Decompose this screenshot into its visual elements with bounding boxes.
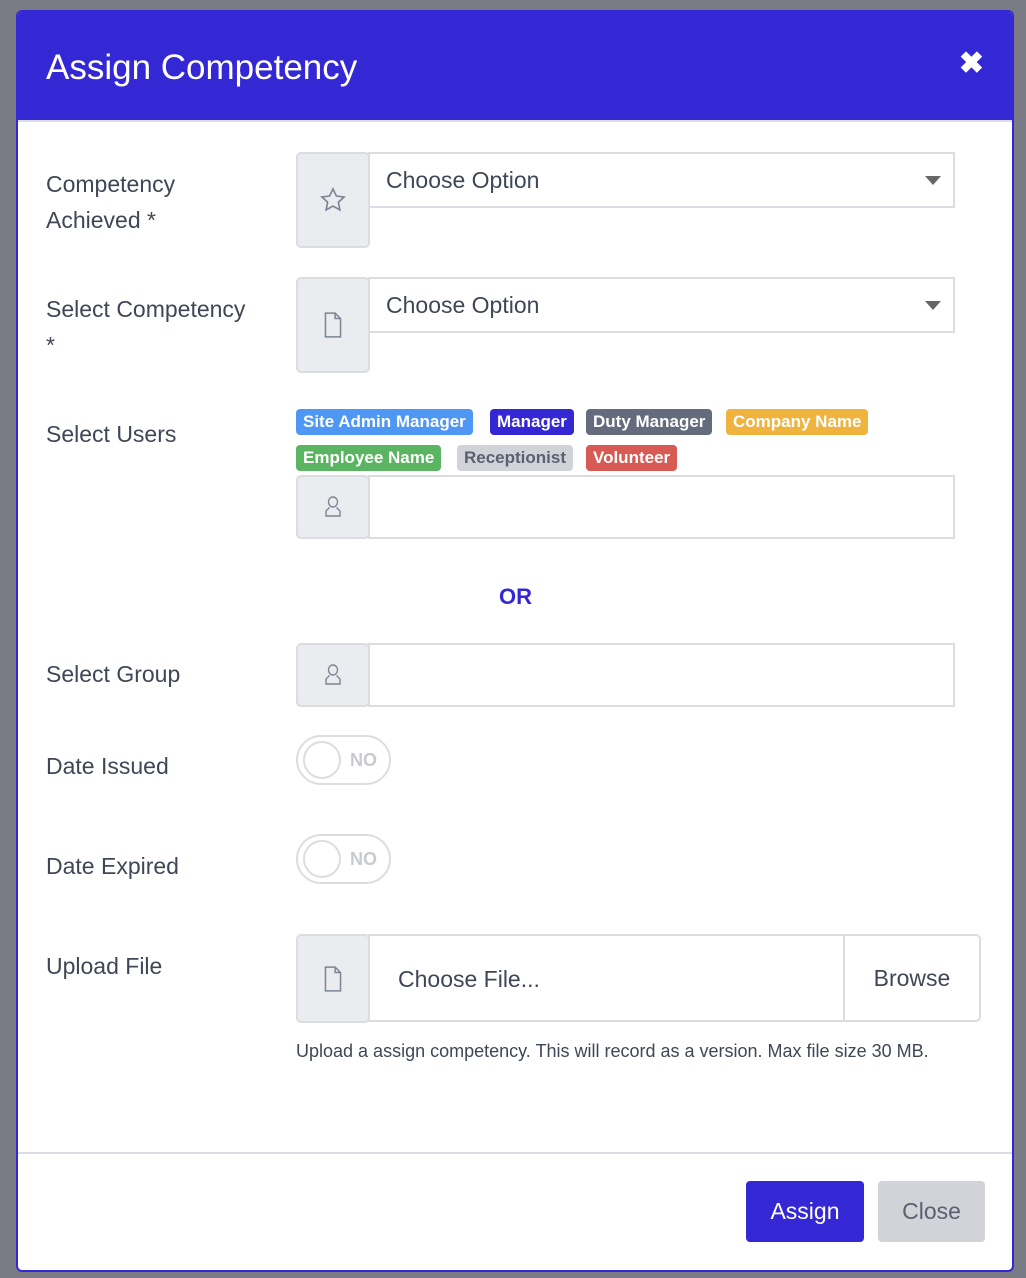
file-input[interactable]: Choose File... Browse <box>368 934 981 1022</box>
select-group-label: Select Group <box>46 661 181 687</box>
user-badge[interactable]: Manager <box>490 409 574 435</box>
toggle-state: NO <box>350 750 377 770</box>
browse-button[interactable]: Browse <box>843 936 979 1020</box>
file-placeholder: Choose File... <box>398 966 540 992</box>
competency-achieved-select[interactable]: Choose Option <box>368 152 955 208</box>
modal-title: Assign Competency <box>46 48 358 87</box>
toggle-knob <box>303 840 341 878</box>
date-expired-toggle[interactable]: NO <box>296 834 391 884</box>
user-badge[interactable]: Site Admin Manager <box>296 409 473 435</box>
date-issued-label: Date Issued <box>46 753 169 779</box>
chevron-down-icon <box>925 176 941 185</box>
user-badge[interactable]: Receptionist <box>457 445 574 471</box>
select-competency-value: Choose Option <box>386 291 540 318</box>
select-users-label: Select Users <box>46 421 177 447</box>
user-icon <box>296 643 370 707</box>
close-icon[interactable]: ✖ <box>958 47 984 80</box>
star-icon <box>296 152 370 248</box>
select-group-input[interactable] <box>368 643 955 707</box>
assign-competency-modal: Assign Competency ✖ Competency Achieved … <box>16 10 1014 1272</box>
assign-button[interactable]: Assign <box>746 1181 864 1242</box>
date-expired-label: Date Expired <box>46 853 179 879</box>
toggle-knob <box>303 741 341 779</box>
select-users-input[interactable] <box>368 475 955 539</box>
modal-header: Assign Competency ✖ <box>18 12 1012 122</box>
footer-divider <box>18 1152 1012 1154</box>
date-issued-toggle[interactable]: NO <box>296 735 391 785</box>
user-badge[interactable]: Duty Manager <box>586 409 713 435</box>
user-icon <box>296 475 370 539</box>
chevron-down-icon <box>925 301 941 310</box>
or-divider: OR <box>499 584 532 609</box>
toggle-state: NO <box>350 849 377 869</box>
file-icon <box>296 277 370 373</box>
upload-help-text: Upload a assign competency. This will re… <box>296 1041 929 1061</box>
select-competency-select[interactable]: Choose Option <box>368 277 955 333</box>
user-badge[interactable]: Company Name <box>726 409 869 435</box>
user-badge[interactable]: Volunteer <box>586 445 678 471</box>
file-icon <box>296 934 370 1023</box>
user-badge[interactable]: Employee Name <box>296 445 442 471</box>
close-button[interactable]: Close <box>878 1181 985 1242</box>
upload-file-label: Upload File <box>46 953 163 979</box>
competency-achieved-label: Competency Achieved * <box>46 171 176 233</box>
competency-achieved-value: Choose Option <box>386 166 540 193</box>
select-competency-label: Select Competency * <box>46 296 246 358</box>
